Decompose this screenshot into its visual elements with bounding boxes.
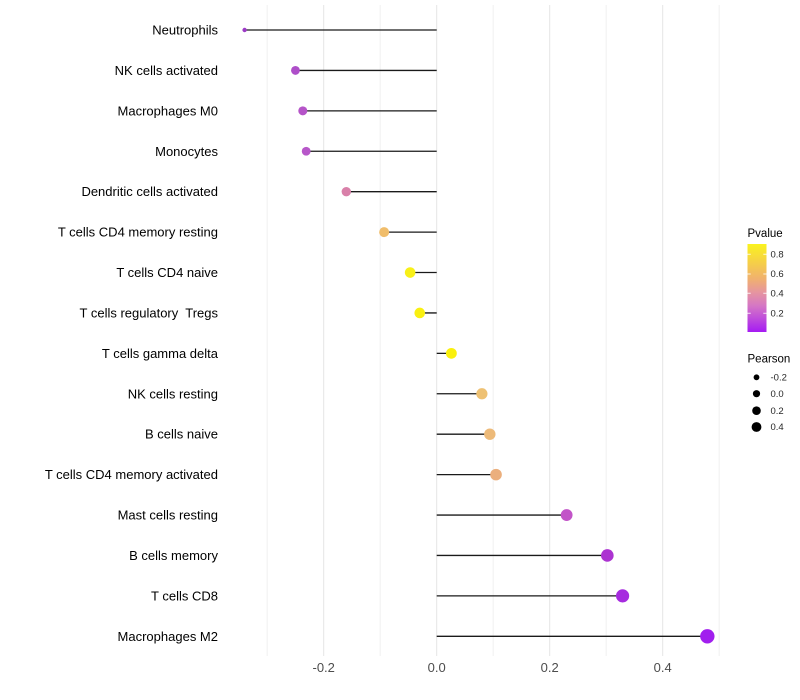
category-label: T cells gamma delta [102, 346, 219, 361]
lollipop-dot [291, 66, 300, 75]
pearson-legend-title: Pearson [748, 354, 791, 366]
pvalue-colorbar [747, 244, 767, 332]
category-label: Neutrophils [152, 23, 218, 38]
lollipop-dot [484, 428, 496, 440]
lollipop-dot [379, 227, 390, 238]
pearson-legend-label: 0.2 [771, 406, 784, 417]
lollipop-dot [341, 186, 351, 197]
category-label: Macrophages M0 [118, 103, 218, 118]
category-label: B cells memory [129, 548, 218, 563]
x-tick-label: 0.0 [428, 660, 446, 675]
category-label: T cells CD4 memory resting [58, 225, 218, 240]
lollipop-dot [298, 106, 308, 116]
lollipop-dot [615, 589, 630, 603]
pearson-legend-dot [753, 374, 760, 381]
lollipop-dot [560, 509, 573, 521]
pvalue-tick-label: 0.4 [771, 289, 784, 300]
category-label: NK cells activated [115, 63, 218, 78]
category-label: T cells CD4 naive [116, 265, 218, 280]
category-label: Monocytes [155, 144, 218, 159]
pvalue-tick-label: 0.2 [771, 309, 784, 320]
lollipop-dot [404, 267, 416, 278]
pearson-legend-dot [752, 406, 761, 416]
lollipop-dot [601, 549, 614, 562]
category-label: T cells CD4 memory activated [45, 467, 218, 482]
x-tick-label: 0.4 [654, 660, 672, 675]
lollipop-dot [242, 27, 247, 33]
category-label: NK cells resting [128, 386, 218, 401]
category-label: Mast cells resting [118, 508, 218, 523]
lollipop-dot [490, 468, 502, 481]
lollipop-dot [301, 146, 311, 156]
pvalue-tick-label: 0.6 [771, 269, 784, 280]
category-label: Macrophages M2 [118, 629, 218, 644]
category-label: T cells regulatory Tregs [80, 305, 219, 320]
pearson-legend-label: -0.2 [771, 373, 787, 384]
pearson-legend-label: 0.0 [771, 389, 784, 400]
lollipop-dot [476, 388, 488, 400]
x-tick-label: 0.2 [541, 660, 559, 675]
pearson-legend-dot [752, 390, 761, 398]
lollipop-dot [414, 307, 426, 319]
x-tick-label: -0.2 [312, 660, 334, 675]
pearson-legend-label: 0.4 [771, 422, 784, 433]
lollipop-dot [445, 347, 457, 359]
pearson-legend-dot [751, 422, 762, 432]
lollipop-dot [700, 629, 715, 644]
pvalue-tick-label: 0.8 [771, 250, 784, 261]
category-label: B cells naive [145, 427, 218, 442]
category-label: T cells CD8 [151, 588, 218, 603]
category-label: Dendritic cells activated [81, 184, 218, 199]
pvalue-legend-title: Pvalue [748, 228, 783, 240]
